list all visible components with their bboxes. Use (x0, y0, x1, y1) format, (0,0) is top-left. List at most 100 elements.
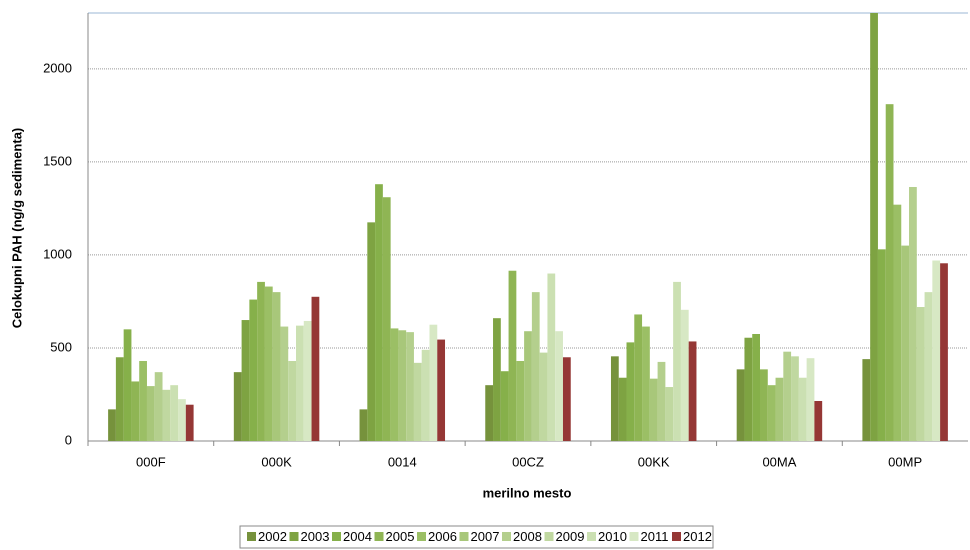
bar (806, 358, 815, 441)
bar (311, 296, 320, 441)
x-tick-label: 00MP (888, 454, 922, 469)
legend-label: 2006 (428, 529, 457, 544)
bar (547, 273, 556, 441)
bar (626, 342, 635, 441)
bar (280, 326, 289, 441)
bar (359, 409, 368, 441)
bar (233, 372, 242, 441)
bar (940, 263, 948, 441)
x-tick-label: 00KK (638, 454, 670, 469)
bar (170, 385, 179, 441)
bar (249, 299, 258, 441)
bar (688, 341, 697, 441)
legend-swatch (374, 532, 384, 541)
bar (657, 361, 666, 441)
bar (775, 377, 784, 441)
bar (296, 325, 304, 441)
bar (264, 286, 273, 441)
bar (680, 309, 689, 441)
legend-label: 2008 (513, 529, 542, 544)
bar (421, 349, 430, 441)
bar (375, 184, 383, 441)
bar (406, 332, 414, 441)
y-tick-label: 1000 (43, 246, 72, 261)
legend-label: 2007 (471, 529, 500, 544)
legend-swatch (629, 532, 639, 541)
bar (139, 360, 147, 441)
bar (485, 385, 494, 441)
x-tick-label: 00CZ (512, 454, 544, 469)
bar (429, 324, 438, 441)
bar (531, 292, 540, 441)
y-tick-label: 500 (50, 339, 72, 354)
y-axis-title: Celokupni PAH (ng/g sedimenta) (9, 128, 24, 329)
bar (398, 330, 407, 441)
bar (736, 369, 745, 441)
bar (303, 320, 312, 441)
bar (744, 337, 753, 441)
legend-label: 2012 (683, 529, 712, 544)
bar (382, 197, 391, 441)
bar (539, 352, 548, 441)
bar (413, 362, 422, 441)
legend-label: 2011 (641, 529, 669, 544)
bar (791, 356, 799, 441)
bar (783, 351, 792, 441)
bar (272, 292, 281, 441)
bar (634, 314, 643, 441)
bar (649, 378, 658, 441)
legend-swatch (417, 532, 426, 541)
bar (673, 281, 681, 441)
bar (257, 281, 265, 441)
bar (901, 245, 910, 441)
bar (885, 104, 894, 441)
bar (437, 339, 446, 441)
bar (665, 387, 674, 441)
bar (924, 292, 933, 441)
bar (862, 359, 871, 441)
bar (752, 334, 760, 441)
bar (516, 360, 525, 441)
bar (618, 377, 627, 441)
bar (500, 371, 509, 441)
bar (123, 329, 132, 441)
legend-label: 2003 (301, 529, 330, 544)
bar (288, 360, 296, 441)
bar (870, 13, 878, 441)
legend-label: 2010 (598, 529, 627, 544)
bar (390, 328, 399, 441)
bar (241, 320, 250, 441)
legend-box (239, 525, 714, 549)
legend-swatch (502, 532, 511, 541)
legend-label: 2002 (258, 529, 287, 544)
x-tick-label: 0014 (388, 454, 417, 469)
legend-swatch (544, 532, 554, 541)
bar (760, 369, 768, 441)
legend-label: 2004 (343, 529, 372, 544)
bar (610, 356, 619, 441)
bar (493, 318, 501, 441)
legend-swatch (247, 532, 256, 541)
legend-swatch (459, 532, 469, 541)
bar (562, 357, 571, 441)
bar (146, 386, 155, 441)
bar (508, 270, 517, 441)
bar (367, 222, 376, 441)
legend-label: 2005 (386, 529, 415, 544)
bar (932, 260, 941, 441)
bar (798, 377, 807, 441)
legend-swatch (332, 532, 341, 541)
bar (767, 385, 776, 441)
bar (185, 404, 194, 441)
bar (877, 249, 886, 441)
bar (916, 307, 925, 441)
bar (524, 331, 532, 441)
bar (162, 389, 171, 441)
bar (642, 326, 650, 441)
x-axis-title: merilno mesto (483, 485, 572, 500)
y-tick-label: 1500 (43, 153, 72, 168)
bar (555, 331, 563, 441)
bar (115, 357, 124, 441)
bar (893, 204, 902, 441)
